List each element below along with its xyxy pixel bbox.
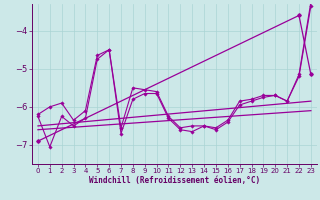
X-axis label: Windchill (Refroidissement éolien,°C): Windchill (Refroidissement éolien,°C) [89,176,260,185]
